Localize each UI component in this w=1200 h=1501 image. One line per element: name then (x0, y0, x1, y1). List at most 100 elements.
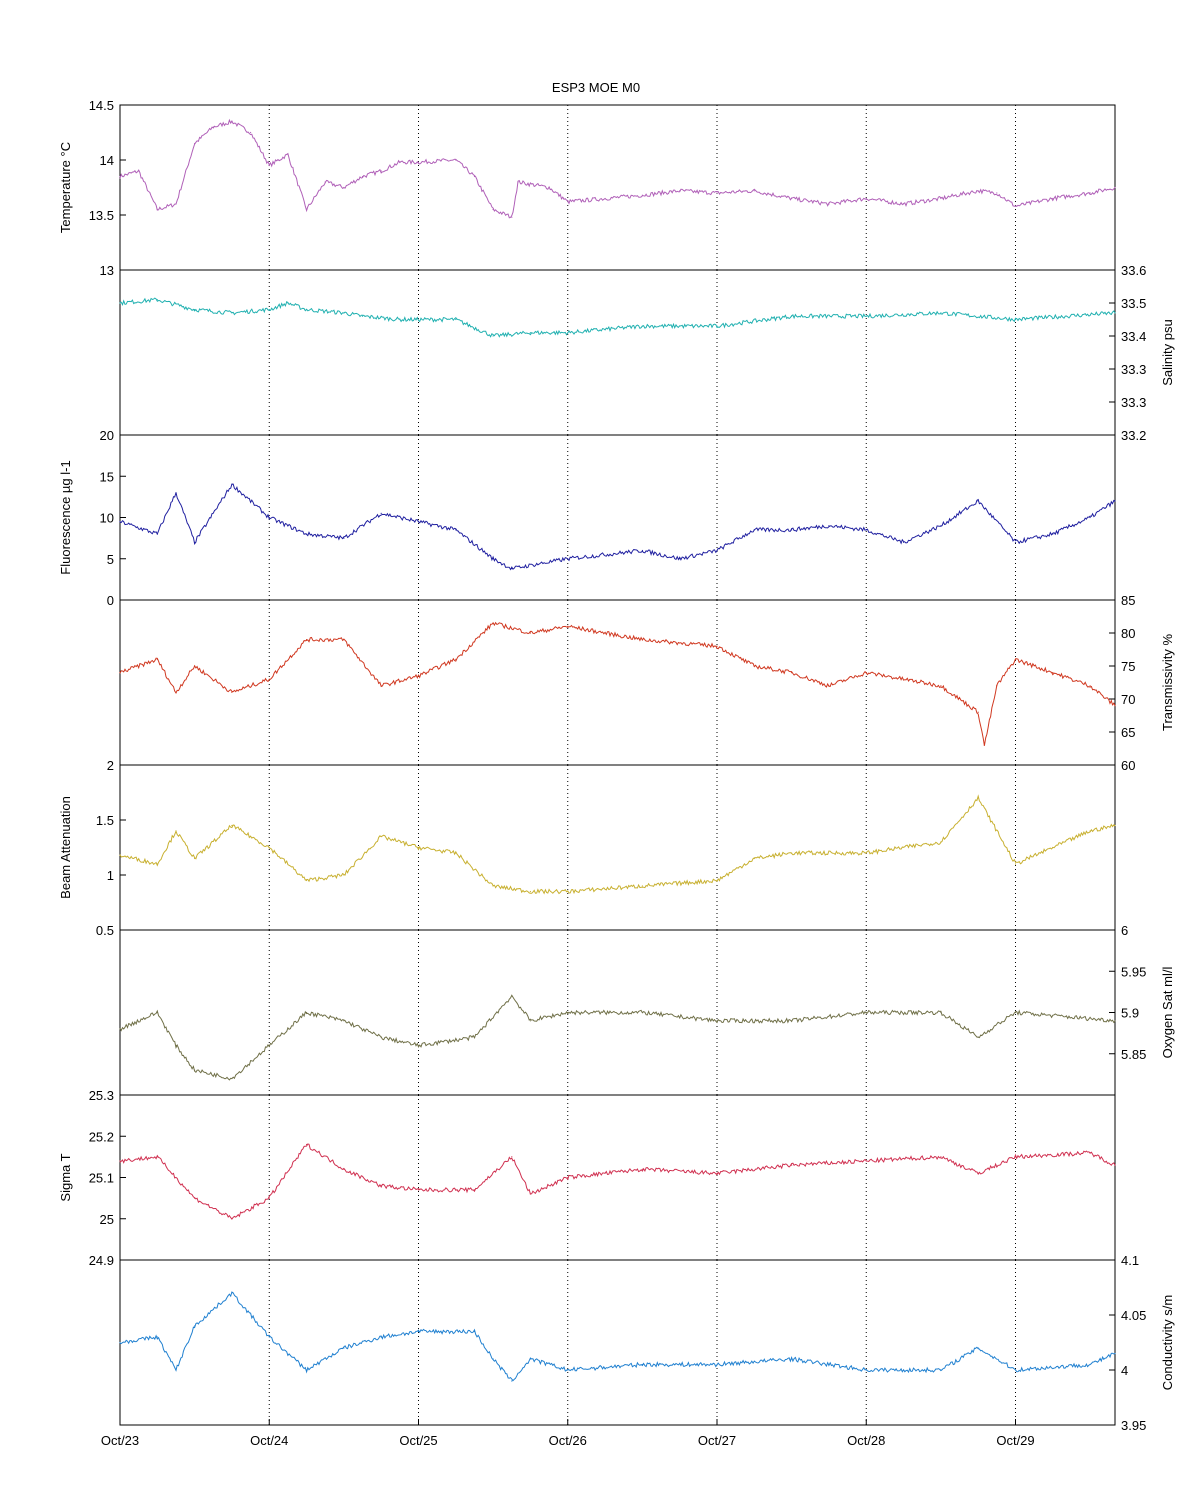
data-point (791, 852, 793, 854)
y-tick-label: 1 (107, 868, 114, 883)
panel-sigma-t: 24.9 25 25.1 25.2 25.3 Sigma T (58, 1088, 1116, 1268)
data-point (455, 658, 457, 661)
y-tick-label: 85 (1121, 593, 1135, 608)
data-point (529, 1358, 532, 1360)
data-point (1089, 192, 1091, 194)
data-point (940, 1011, 942, 1014)
data-point (865, 529, 867, 531)
data-point (343, 1168, 345, 1170)
series-line-sigma-t (119, 1143, 1116, 1220)
data-point (977, 711, 979, 713)
data-point (716, 1172, 718, 1174)
data-point (343, 1020, 345, 1022)
y-tick-label: 4.05 (1121, 1308, 1146, 1323)
data-point (175, 492, 177, 494)
data-point (641, 549, 644, 552)
data-point (156, 1336, 158, 1338)
data-point (231, 691, 233, 694)
data-point (791, 197, 793, 200)
data-point (492, 885, 494, 887)
data-point (1089, 685, 1091, 687)
data-point (492, 1358, 494, 1360)
data-point (567, 1011, 569, 1014)
data-point (641, 325, 644, 327)
data-point (548, 186, 550, 189)
data-point (716, 879, 718, 882)
data-point (791, 1358, 793, 1360)
data-point (455, 159, 457, 161)
y-tick-label: 14.5 (89, 98, 114, 113)
y-tick-label: 33.2 (1121, 428, 1146, 443)
y-tick-label: 25.3 (89, 1088, 114, 1103)
y-tick-label: 25 (100, 1212, 114, 1227)
data-point (268, 516, 270, 519)
data-point (1114, 1352, 1116, 1355)
data-point (268, 1336, 270, 1338)
data-point (865, 852, 867, 854)
data-point (212, 126, 214, 128)
data-point (268, 846, 270, 849)
data-point (268, 309, 270, 311)
y-tick-label: 33.4 (1121, 329, 1146, 344)
data-point (417, 675, 420, 677)
data-point (716, 1020, 718, 1022)
series-line-salinity (119, 297, 1116, 338)
data-point (119, 175, 121, 178)
data-point (175, 1044, 177, 1047)
data-point (250, 131, 252, 134)
data-point (1014, 205, 1017, 207)
data-point (940, 841, 942, 843)
data-point (1014, 541, 1017, 543)
data-point (194, 1325, 196, 1327)
data-point (175, 830, 177, 832)
y-axis-label: Salinity psu (1160, 319, 1175, 385)
data-point (977, 500, 979, 502)
panel-beam-attenuation: 0.5 1 1.5 2 Beam Attenuation (58, 758, 1116, 938)
panel-salinity: 33.2 33.3 33.3 33.4 33.5 33.6 Salinity psu (119, 263, 1175, 443)
y-tick-label: 1.5 (96, 813, 114, 828)
data-point (156, 299, 158, 301)
data-point (156, 1156, 158, 1158)
y-tick-label: 5.95 (1121, 964, 1146, 979)
data-point (119, 1028, 121, 1030)
data-point (417, 161, 420, 163)
y-axis-label: Temperature °C (58, 142, 73, 233)
x-tick-label: Oct/29 (996, 1433, 1034, 1448)
panel-fluorescence: 0 5 10 15 20 Fluorescence µg l-1 (58, 428, 1116, 608)
y-tick-label: 2 (107, 758, 114, 773)
data-point (156, 658, 158, 661)
data-point (1089, 1363, 1091, 1366)
data-point (567, 890, 569, 893)
data-point (324, 181, 326, 183)
data-point (380, 835, 382, 838)
data-point (399, 161, 401, 163)
data-point (753, 857, 755, 860)
data-point (791, 1020, 793, 1022)
series-line-temperature (119, 118, 1116, 219)
data-point (865, 1011, 867, 1014)
y-tick-label: 60 (1121, 758, 1135, 773)
data-point (1014, 658, 1017, 661)
y-tick-label: 0.5 (96, 923, 114, 938)
data-point (1052, 533, 1054, 535)
data-point (517, 181, 519, 183)
data-point (343, 186, 345, 189)
data-point (119, 672, 121, 674)
data-point (977, 190, 979, 192)
data-point (791, 529, 793, 531)
data-point (716, 549, 718, 552)
data-point (194, 857, 196, 860)
data-point (194, 1197, 196, 1199)
y-tick-label: 14 (100, 153, 114, 168)
data-point (492, 622, 494, 624)
y-tick-label: 5.85 (1121, 1047, 1146, 1062)
y-tick-label: 6 (1121, 923, 1128, 938)
data-point (473, 1189, 476, 1191)
data-point (156, 533, 158, 535)
data-point (1114, 500, 1116, 502)
data-point (417, 846, 420, 849)
data-point (940, 685, 942, 687)
data-point (679, 190, 681, 192)
data-point (231, 824, 233, 827)
